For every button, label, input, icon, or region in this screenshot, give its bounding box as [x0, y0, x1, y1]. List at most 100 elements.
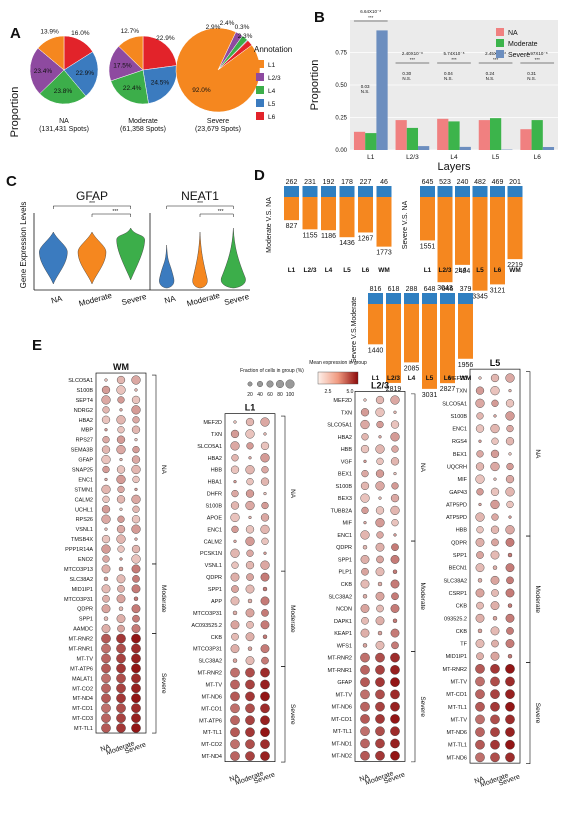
expression-dot [231, 489, 239, 498]
expression-dot [360, 726, 370, 737]
expression-dot [119, 557, 123, 561]
expression-dot [363, 398, 367, 402]
bar-up-WM [458, 293, 473, 304]
color-legend-tick: 5.0 [347, 389, 354, 395]
expression-dot [119, 507, 123, 511]
expression-dot [116, 594, 126, 604]
x-tick-label: L2/3 [438, 267, 451, 274]
expression-dot [376, 420, 384, 429]
expression-dot [102, 594, 110, 603]
expression-dot [475, 714, 485, 725]
expression-dot [491, 538, 499, 547]
expression-dot [246, 573, 254, 581]
group-bracket [526, 371, 531, 537]
up-count-label: 469 [492, 179, 504, 186]
expression-dot [476, 488, 484, 496]
dotplot-frame [354, 391, 406, 762]
expression-dot [505, 739, 515, 750]
gene-label: CKB [456, 604, 468, 610]
violin-na [39, 231, 68, 285]
expression-dot [475, 752, 485, 763]
gene-label: GFAP [78, 458, 93, 464]
gene-label: ENO2 [78, 557, 93, 563]
gene-label: GFAP [337, 680, 352, 686]
expression-dot [375, 591, 385, 601]
expression-dot [475, 676, 485, 687]
expression-dot [231, 525, 239, 533]
pie-value-label: 13.9% [40, 29, 59, 36]
bar-moderate-L4 [448, 121, 460, 150]
expression-dot [230, 512, 240, 523]
gene-label: SPP1 [453, 553, 467, 559]
p-value-low: 0.03 [361, 84, 370, 89]
expression-dot [390, 738, 400, 749]
bar-up-L4 [455, 186, 470, 197]
gene-label: PCSK1N [200, 551, 222, 557]
legend-label: L5 [268, 101, 276, 108]
p-value-low: 0.04 [444, 71, 453, 76]
bar-up-WM [376, 186, 392, 197]
expression-dot [132, 575, 140, 583]
gene-label: HBB [341, 447, 353, 453]
expression-dot [245, 429, 255, 439]
group-bracket [411, 540, 416, 652]
legend-label: L1 [268, 62, 276, 69]
x-tick-label: L1 [288, 267, 296, 274]
expression-dot [360, 665, 370, 675]
expression-dot [360, 579, 370, 589]
expression-dot [230, 429, 240, 439]
expression-dot [131, 673, 141, 684]
expression-dot [490, 664, 500, 674]
expression-dot [478, 376, 482, 380]
gene-label: MT-ND2 [332, 754, 352, 760]
gene-label: APP [211, 599, 222, 605]
expression-dot [245, 739, 255, 749]
gene-label: ATP5PD [446, 502, 467, 508]
expression-dot [132, 416, 140, 424]
expression-dot [392, 618, 398, 623]
panel-d-deg-bars: Moderate V.S. NA 262 827 L1 231 1155 L2/3 192 11… [266, 179, 523, 399]
gene-label: KEAP1 [334, 631, 352, 637]
expression-dot [505, 475, 515, 484]
expression-dot [476, 526, 484, 534]
expression-dot [245, 525, 255, 534]
expression-dot [101, 663, 111, 674]
bar-up-WM [507, 186, 523, 197]
expression-dot [360, 714, 370, 724]
gene-label: S100B [335, 484, 352, 490]
expression-dot [131, 494, 141, 504]
legend-label: Severe [508, 52, 530, 59]
expression-dot [376, 555, 384, 564]
panel-letter-d: D [254, 167, 265, 184]
gene-label: CKB [456, 629, 468, 635]
gene-label: APOE [207, 515, 223, 521]
up-count-label: 816 [370, 286, 382, 293]
size-legend-tick: 40 [257, 392, 263, 398]
group-bracket [411, 393, 416, 542]
bar-up-L6 [440, 293, 455, 304]
deg-set-title: Moderate V.S. NA [266, 197, 273, 253]
color-legend-title: Mean expression in group [309, 360, 367, 366]
group-bracket [411, 651, 416, 763]
expression-dot [507, 603, 513, 608]
size-legend-title: Fraction of cells in group (%) [240, 368, 304, 374]
expression-dot [476, 551, 484, 559]
down-count-label: 3031 [422, 392, 438, 399]
bar-down-L2-3 [386, 304, 401, 383]
ns-label: N.S. [444, 76, 453, 81]
group-bracket-label: NA [419, 463, 426, 473]
expression-dot [505, 676, 515, 687]
group-bracket [152, 563, 157, 634]
pie-title: NA [59, 118, 69, 125]
dotplot-x-label: NA [229, 774, 241, 784]
expression-dot [116, 385, 126, 395]
gene-label: QDPR [206, 575, 222, 581]
group-bracket [281, 570, 286, 667]
expression-dot [230, 501, 240, 510]
x-tick-label: L6 [534, 154, 542, 161]
x-tick-label: L5 [343, 267, 351, 274]
gene-label: SPP1 [208, 587, 222, 593]
expression-dot [116, 534, 126, 544]
bar-na-L6 [520, 129, 532, 150]
expression-dot [101, 683, 111, 694]
